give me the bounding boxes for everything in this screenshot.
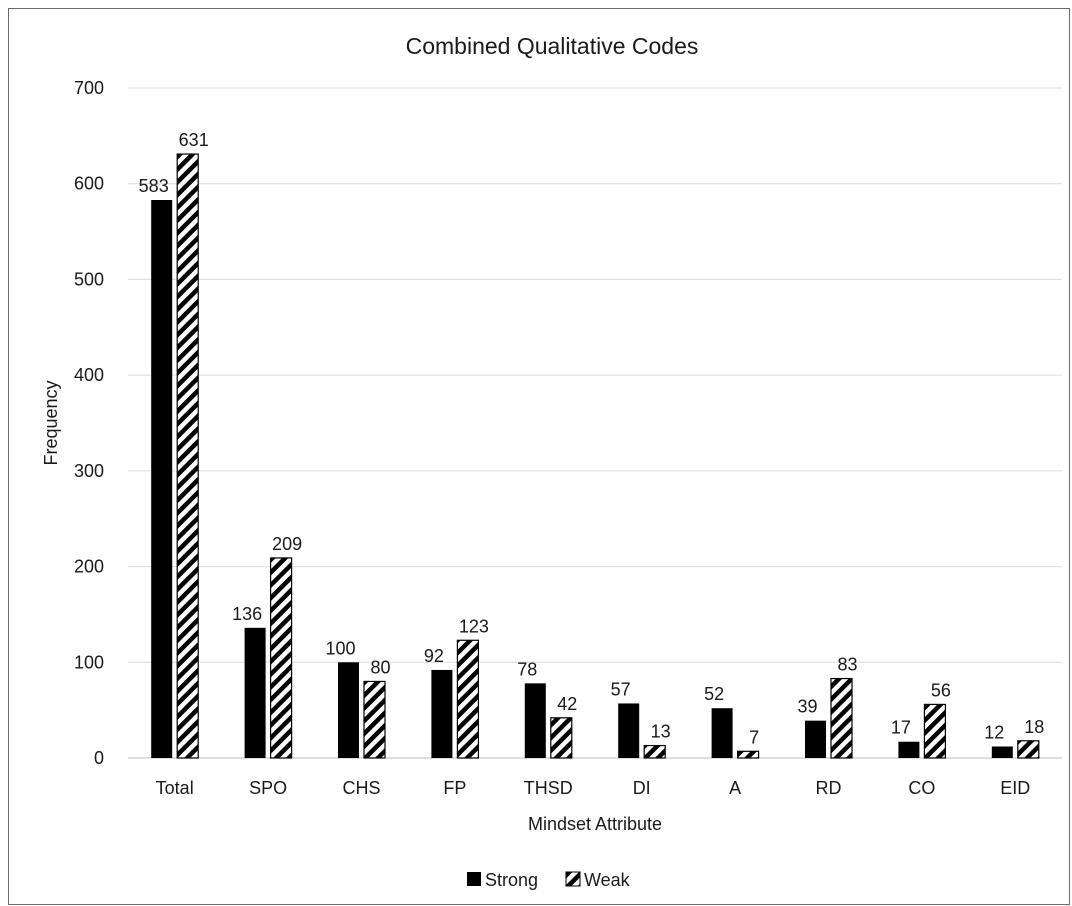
y-tick-label: 500 [74, 269, 104, 289]
x-tick-label: CHS [342, 778, 380, 798]
data-label-strong: 12 [984, 723, 1004, 743]
bar-strong-chs [338, 662, 359, 758]
chart-title: Combined Qualitative Codes [406, 33, 699, 59]
bar-weak-eid [1017, 740, 1040, 759]
bar-weak-thsd [550, 717, 573, 759]
x-tick-label: A [729, 778, 741, 798]
y-tick-label: 400 [74, 365, 104, 385]
x-tick-label: THSD [524, 778, 573, 798]
bar-strong-co [898, 741, 920, 758]
legend: Strong Weak [467, 870, 631, 890]
x-axis-ticks: Total SPO CHS FP THSD DI A RD CO EID [156, 778, 1031, 798]
legend-label-strong: Strong [485, 870, 538, 890]
y-tick-label: 300 [74, 461, 104, 481]
data-label-weak: 631 [179, 130, 209, 150]
bar-strong-total [151, 199, 173, 758]
data-labels: 583 631 136 209 100 80 92 123 78 42 57 13 52 7 39 83 17 5… [139, 130, 1045, 747]
bar-weak-chs [363, 680, 386, 759]
x-tick-label: Total [156, 778, 194, 798]
legend-swatch-weak [565, 871, 581, 887]
bars [151, 153, 1040, 759]
data-label-strong: 136 [232, 604, 262, 624]
data-label-weak: 83 [837, 655, 857, 675]
data-label-weak: 56 [931, 680, 951, 700]
bar-strong-thsd [524, 683, 546, 758]
data-label-strong: 78 [517, 659, 537, 679]
y-tick-label: 0 [94, 748, 104, 768]
data-label-strong: 39 [797, 697, 817, 717]
y-axis-label: Frequency [41, 380, 61, 465]
x-tick-label: DI [633, 778, 651, 798]
data-label-weak: 80 [370, 657, 390, 677]
data-label-weak: 18 [1024, 717, 1044, 737]
x-tick-label: SPO [249, 778, 287, 798]
gridlines [128, 87, 1062, 759]
bar-strong-eid [991, 746, 1013, 758]
bar-weak-a [736, 750, 760, 759]
bar-strong-a [711, 708, 733, 758]
x-tick-label: EID [1000, 778, 1030, 798]
x-tick-label: FP [443, 778, 466, 798]
y-tick-label: 100 [74, 652, 104, 672]
bar-weak-rd [830, 677, 853, 759]
x-tick-label: CO [908, 778, 935, 798]
data-label-weak: 209 [272, 534, 302, 554]
data-label-weak: 42 [557, 694, 577, 714]
bar-weak-fp [456, 639, 479, 759]
y-tick-label: 700 [74, 78, 104, 98]
bar-weak-spo [270, 557, 293, 759]
bar-weak-total [176, 153, 199, 759]
legend-swatch-strong [467, 872, 481, 886]
bar-strong-rd [805, 720, 826, 758]
data-label-weak: 7 [749, 727, 759, 747]
bar-strong-spo [244, 627, 266, 758]
x-axis-label: Mindset Attribute [528, 814, 662, 834]
x-tick-label: RD [816, 778, 842, 798]
data-label-strong: 583 [139, 176, 169, 196]
data-label-strong: 57 [611, 679, 631, 699]
y-tick-label: 200 [74, 557, 104, 577]
data-label-strong: 17 [891, 718, 911, 738]
y-tick-label: 600 [74, 174, 104, 194]
bar-strong-fp [431, 669, 453, 758]
bar-weak-co [923, 703, 947, 759]
bar-weak-di [643, 744, 666, 759]
bar-strong-di [618, 703, 640, 758]
data-label-weak: 13 [651, 722, 671, 742]
data-label-weak: 123 [459, 616, 489, 636]
legend-label-weak: Weak [584, 870, 631, 890]
y-axis-ticks: 0 100 200 300 400 500 600 700 [74, 78, 104, 768]
data-label-strong: 100 [325, 638, 355, 658]
data-label-strong: 52 [704, 684, 724, 704]
data-label-strong: 92 [424, 646, 444, 666]
